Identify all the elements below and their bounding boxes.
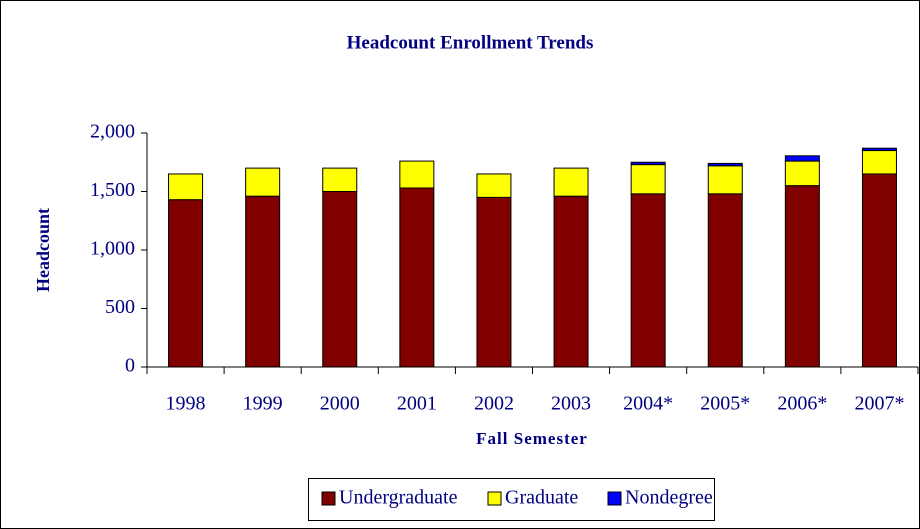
bar-segment bbox=[553, 195, 589, 368]
bar-segment bbox=[476, 173, 512, 198]
chart-title: Headcount Enrollment Trends bbox=[347, 32, 594, 53]
y-tick-label: 0 bbox=[125, 355, 135, 377]
y-tick-label: 500 bbox=[105, 296, 135, 318]
legend-swatch bbox=[487, 491, 502, 506]
x-tick-label: 2001 bbox=[397, 393, 437, 415]
x-tick-label: 2004* bbox=[623, 393, 673, 415]
x-tick-label: 2007* bbox=[854, 393, 904, 415]
bar-segment bbox=[322, 167, 358, 193]
legend-swatch bbox=[321, 491, 336, 506]
bar-segment bbox=[630, 193, 666, 368]
legend-box bbox=[308, 478, 715, 521]
bar-segment bbox=[399, 160, 435, 189]
x-tick-label: 1999 bbox=[243, 393, 283, 415]
bar-segment bbox=[476, 196, 512, 368]
bar-segment bbox=[707, 193, 743, 368]
bar-segment bbox=[784, 185, 820, 368]
bar-segment bbox=[784, 160, 820, 187]
bar-segment bbox=[168, 199, 204, 368]
bar-segment bbox=[245, 195, 281, 368]
bar-segment bbox=[707, 165, 743, 195]
y-tick-label: 2,000 bbox=[90, 121, 135, 143]
bar-segment bbox=[707, 162, 743, 167]
bar-segment bbox=[784, 155, 820, 162]
bar-segment bbox=[861, 147, 897, 152]
bar-segment bbox=[322, 191, 358, 368]
y-tick-label: 1,000 bbox=[90, 238, 135, 260]
bar-segment bbox=[630, 161, 666, 166]
x-axis-label: Fall Semester bbox=[476, 429, 588, 448]
legend-label: Undergraduate bbox=[339, 487, 458, 509]
bar-segment bbox=[553, 167, 589, 197]
bar-segment bbox=[245, 167, 281, 197]
x-tick-label: 1998 bbox=[166, 393, 206, 415]
x-tick-label: 2005* bbox=[700, 393, 750, 415]
bar-segment bbox=[861, 150, 897, 175]
legend-label: Graduate bbox=[505, 487, 578, 509]
x-tick-label: 2000 bbox=[320, 393, 360, 415]
y-axis-label: Headcount bbox=[33, 208, 53, 292]
x-tick-label: 2002 bbox=[474, 393, 514, 415]
x-tick-label: 2006* bbox=[777, 393, 827, 415]
bar-segment bbox=[861, 173, 897, 368]
bar-segment bbox=[630, 164, 666, 195]
legend-swatch bbox=[607, 491, 622, 506]
x-tick-label: 2003 bbox=[551, 393, 591, 415]
y-tick-label: 1,500 bbox=[90, 179, 135, 201]
legend-label: Nondegree bbox=[625, 487, 713, 509]
bar-segment bbox=[399, 187, 435, 368]
bar-segment bbox=[168, 173, 204, 201]
